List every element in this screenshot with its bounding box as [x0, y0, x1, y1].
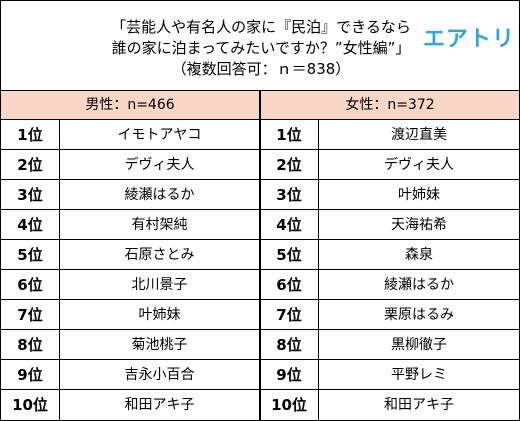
male-rank-8: 8位	[17, 336, 43, 354]
male-rank-4: 4位	[17, 216, 43, 234]
male-rank-2: 2位	[17, 156, 43, 174]
female-name-1: 渡辺直美	[391, 127, 447, 143]
male-rank-5: 5位	[17, 246, 43, 264]
female-rank-2: 2位	[276, 156, 302, 174]
male-rank-3: 3位	[17, 186, 43, 204]
female-name-5: 森泉	[405, 247, 433, 263]
column-divider	[318, 120, 319, 420]
female-rank-7: 7位	[276, 306, 302, 324]
airtrip-logo: エアトリ	[423, 27, 516, 52]
female-rank-4: 4位	[276, 216, 302, 234]
title-block: 「芸能人や有名人の家に『民泊』できるなら 誰の家に泊まってみたいですか？”女性編…	[1, 1, 519, 91]
male-column-header: 男性：n=466	[1, 91, 260, 120]
male-name-3: 綾瀬はるか	[124, 187, 195, 203]
column-divider	[59, 120, 60, 420]
male-name-8: 菊池桃子	[131, 337, 188, 353]
title-line-1: 「芸能人や有名人の家に『民泊』できるなら	[111, 18, 411, 36]
female-name-4: 天海祐希	[391, 217, 447, 233]
male-name-1: イモトアヤコ	[117, 127, 202, 143]
column-divider	[260, 91, 261, 420]
survey-title: 「芸能人や有名人の家に『民泊』できるなら 誰の家に泊まってみたいですか？”女性編…	[96, 17, 426, 80]
title-line-2: 誰の家に泊まってみたいですか？”女性編”」	[111, 39, 411, 57]
female-name-2: デヴィ夫人	[384, 157, 454, 173]
female-name-8: 黒柳徹子	[391, 337, 447, 353]
female-rank-5: 5位	[276, 246, 302, 264]
male-name-5: 石原さとみ	[124, 247, 195, 263]
male-name-10: 和田アキ子	[124, 397, 195, 413]
male-rank-1: 1位	[17, 126, 43, 144]
male-name-4: 有村架純	[131, 217, 188, 233]
male-name-6: 北川景子	[131, 277, 188, 293]
female-name-7: 栗原はるみ	[384, 307, 454, 323]
male-name-9: 吉永小百合	[124, 367, 195, 383]
female-name-3: 叶姉妹	[398, 187, 440, 203]
male-name-7: 叶姉妹	[138, 307, 181, 323]
male-rank-6: 6位	[17, 276, 43, 294]
title-line-3: （複数回答可：ｎ＝838）	[171, 60, 351, 78]
female-name-6: 綾瀬はるか	[384, 277, 454, 293]
female-rank-3: 3位	[276, 186, 302, 204]
female-rank-9: 9位	[276, 366, 302, 384]
male-name-2: デヴィ夫人	[124, 157, 195, 173]
male-rank-7: 7位	[17, 306, 43, 324]
female-rank-6: 6位	[276, 276, 302, 294]
female-rank-10: 10位	[271, 396, 307, 414]
column-divider	[259, 91, 260, 420]
female-rank-1: 1位	[276, 126, 302, 144]
female-column-header: 女性：n=372	[261, 91, 519, 120]
female-name-9: 平野レミ	[391, 367, 447, 383]
female-rank-8: 8位	[276, 336, 302, 354]
female-name-10: 和田アキ子	[384, 397, 454, 413]
male-rank-10: 10位	[12, 396, 48, 414]
male-rank-9: 9位	[17, 366, 43, 384]
